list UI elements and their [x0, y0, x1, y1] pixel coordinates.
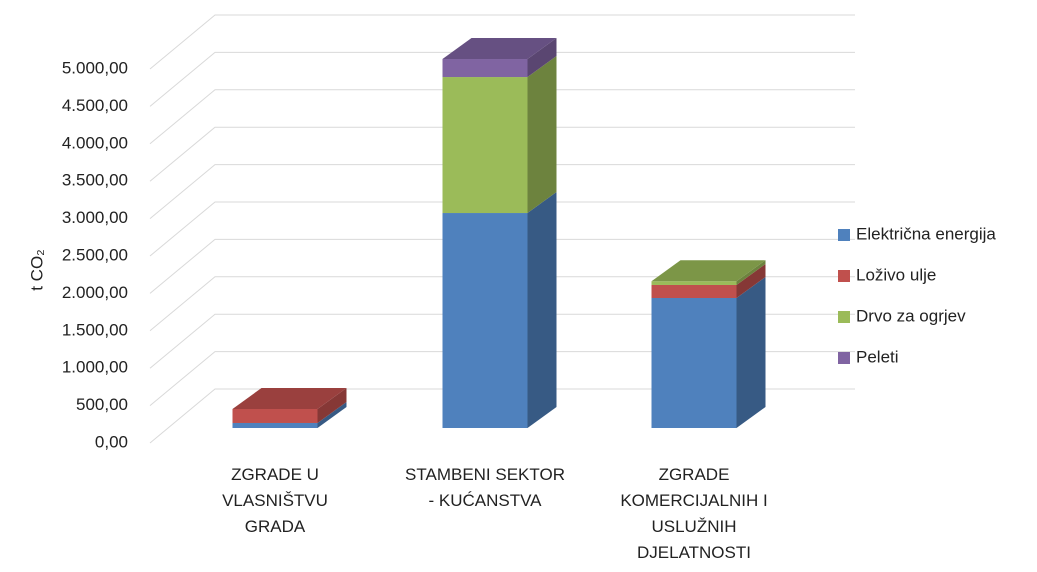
x-tick-label: ZGRADE U VLASNIŠTVU GRADA [222, 465, 328, 536]
y-tick-label: 2.500,00 [62, 245, 128, 264]
legend-swatch [838, 229, 850, 241]
grid-line [149, 14, 855, 70]
grid-line [149, 276, 855, 332]
legend-swatch [838, 311, 850, 323]
bar-top [651, 260, 766, 282]
grid-line [149, 388, 855, 444]
grid-line [149, 238, 855, 294]
bar-top [442, 38, 557, 60]
grid-line [149, 51, 855, 107]
bar-front [651, 297, 737, 428]
bar-front [442, 77, 528, 214]
legend-label: Peleti [856, 347, 899, 366]
grid-line [149, 164, 855, 219]
grid-line [149, 201, 855, 257]
y-axis-label: t CO₂ [27, 249, 46, 291]
y-tick-label: 1.500,00 [62, 320, 128, 339]
y-tick-label: 4.500,00 [62, 96, 128, 115]
grid-line [149, 351, 855, 406]
legend-label: Loživo ulje [856, 265, 936, 284]
grid-line [149, 313, 855, 369]
y-tick-label: 2.000,00 [62, 283, 128, 302]
legend-label: Električna energija [856, 224, 996, 243]
bar-front [651, 281, 737, 285]
bar-side [527, 56, 557, 214]
bar-side [317, 388, 347, 423]
bar-side [736, 260, 766, 285]
bar-side [736, 276, 766, 428]
bar-side [317, 401, 347, 428]
grid-line [149, 126, 855, 182]
y-tick-label: 500,00 [76, 395, 128, 414]
y-tick-label: 1.000,00 [62, 358, 128, 377]
y-tick-label: 3.500,00 [62, 171, 128, 190]
legend-swatch [838, 270, 850, 282]
y-tick-label: 0,00 [95, 432, 128, 451]
bar-front [651, 284, 737, 298]
bar-side [527, 192, 557, 428]
bar-front [232, 422, 318, 428]
y-tick-label: 4.000,00 [62, 133, 128, 152]
grid-line [149, 89, 855, 145]
bar-side [527, 38, 557, 78]
legend-label: Drvo za ogrjev [856, 306, 966, 325]
x-tick-label: STAMBENI SEKTOR - KUĆANSTVA [405, 465, 565, 510]
y-tick-label: 5.000,00 [62, 58, 128, 77]
y-tick-label: 3.000,00 [62, 208, 128, 227]
bar-front [442, 59, 528, 78]
x-tick-label: ZGRADE KOMERCIJALNIH I USLUŽNIH DJELATNO… [620, 465, 768, 562]
bar-front [232, 409, 318, 423]
bar-front [442, 213, 528, 428]
bar-side [736, 263, 766, 298]
bar-top [232, 388, 347, 410]
legend-swatch [838, 352, 850, 364]
